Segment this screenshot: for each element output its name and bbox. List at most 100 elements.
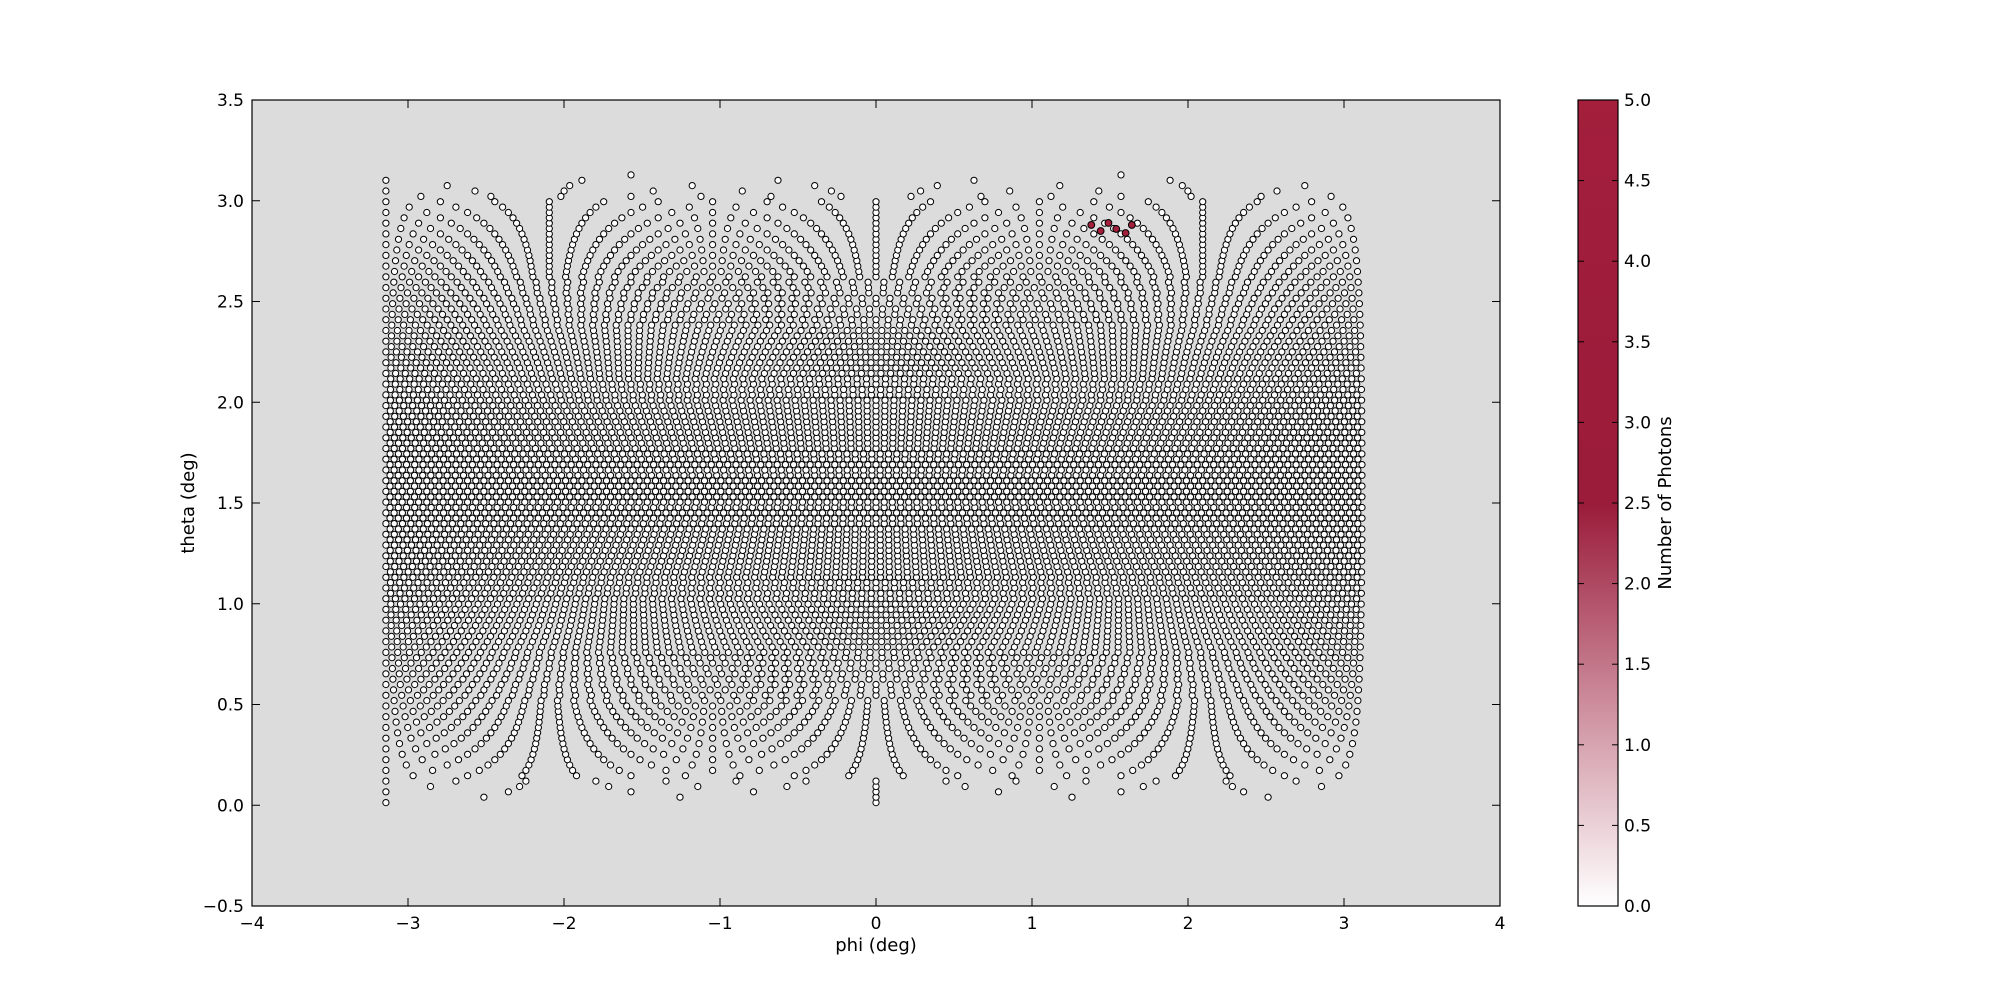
detector-point bbox=[927, 632, 935, 640]
detector-point bbox=[760, 525, 768, 533]
detector-point bbox=[668, 477, 676, 485]
detector-point bbox=[1281, 670, 1290, 678]
detector-point bbox=[1338, 498, 1346, 506]
detector-point bbox=[1008, 466, 1016, 474]
detector-point bbox=[909, 525, 918, 533]
detector-point bbox=[462, 670, 471, 678]
detector-point bbox=[963, 664, 972, 673]
detector-point bbox=[1285, 675, 1293, 683]
detector-point bbox=[915, 680, 923, 689]
detector-point bbox=[1206, 509, 1214, 517]
detector-point bbox=[888, 627, 896, 635]
detector-point bbox=[400, 654, 408, 662]
detector-point bbox=[632, 713, 640, 721]
detector-point bbox=[504, 487, 512, 495]
detector-point bbox=[872, 487, 880, 495]
detector-point bbox=[469, 525, 477, 533]
detector-point bbox=[1017, 525, 1026, 533]
detector-point bbox=[909, 509, 917, 517]
detector-point bbox=[668, 525, 677, 533]
detector-point bbox=[1148, 466, 1156, 474]
detector-point bbox=[1230, 509, 1238, 517]
detector-point bbox=[1113, 482, 1121, 490]
detector-point bbox=[761, 691, 769, 699]
detector-point bbox=[1148, 718, 1156, 726]
detector-point bbox=[663, 664, 671, 673]
detector-point bbox=[444, 461, 452, 469]
detector-point bbox=[1358, 536, 1366, 544]
detector-point bbox=[745, 643, 753, 651]
detector-point bbox=[1043, 498, 1052, 506]
detector-point bbox=[759, 659, 767, 667]
detector-point bbox=[974, 761, 982, 769]
detector-point bbox=[944, 680, 952, 689]
detector-point bbox=[1025, 654, 1033, 662]
detector-point bbox=[1272, 487, 1280, 495]
detector-point bbox=[1015, 493, 1023, 501]
detector-point bbox=[412, 546, 420, 555]
detector-point bbox=[907, 643, 915, 651]
detector-point bbox=[549, 493, 558, 501]
detector-point bbox=[1305, 697, 1313, 705]
detector-point bbox=[1225, 525, 1233, 533]
detector-point bbox=[1290, 632, 1299, 640]
detector-point bbox=[580, 466, 588, 474]
detector-point bbox=[757, 643, 765, 651]
detector-point bbox=[665, 723, 673, 732]
detector-point bbox=[811, 493, 819, 501]
detector-point bbox=[660, 750, 668, 758]
detector-point bbox=[398, 520, 407, 528]
detector-point bbox=[1056, 493, 1064, 501]
detector-point bbox=[864, 697, 872, 705]
detector-point bbox=[823, 514, 831, 522]
detector-point bbox=[717, 498, 725, 506]
detector-point bbox=[851, 466, 860, 474]
detector-point bbox=[1264, 498, 1272, 506]
detector-point bbox=[807, 648, 815, 657]
detector-point bbox=[888, 487, 896, 495]
detector-point bbox=[1314, 557, 1322, 565]
detector-point bbox=[836, 616, 844, 624]
detector-point bbox=[660, 477, 668, 485]
detector-point bbox=[1111, 734, 1119, 742]
detector-point bbox=[1316, 664, 1324, 673]
detector-point bbox=[431, 632, 440, 640]
detector-point bbox=[418, 756, 426, 764]
detector-point bbox=[983, 691, 991, 699]
detector-point bbox=[398, 750, 406, 758]
detector-point bbox=[472, 466, 481, 474]
detector-point bbox=[802, 777, 810, 785]
detector-point bbox=[1267, 740, 1275, 748]
detector-point bbox=[545, 477, 553, 485]
detector-point bbox=[1341, 675, 1349, 683]
detector-point bbox=[1349, 670, 1357, 678]
detector-point bbox=[480, 643, 488, 651]
detector-point bbox=[1324, 713, 1332, 721]
detector-point bbox=[668, 498, 676, 506]
detector-point bbox=[691, 514, 699, 522]
detector-point bbox=[1325, 584, 1333, 592]
detector-point bbox=[1001, 702, 1009, 710]
detector-point bbox=[966, 482, 974, 490]
detector-point bbox=[387, 600, 395, 608]
detector-point bbox=[1267, 595, 1275, 603]
detector-point bbox=[1131, 466, 1140, 474]
detector-point bbox=[1231, 498, 1240, 506]
detector-point bbox=[785, 509, 794, 517]
detector-point bbox=[1288, 466, 1296, 474]
detector-point bbox=[1107, 718, 1115, 726]
detector-point bbox=[705, 482, 713, 490]
detector-point bbox=[777, 691, 785, 699]
detector-point bbox=[1246, 632, 1255, 640]
detector-point bbox=[1197, 466, 1206, 474]
detector-point bbox=[709, 745, 717, 753]
detector-point bbox=[781, 675, 789, 683]
detector-point bbox=[876, 509, 884, 517]
detector-point bbox=[1158, 487, 1166, 495]
detector-point bbox=[1318, 600, 1327, 608]
detector-point bbox=[917, 482, 925, 490]
detector-point bbox=[1219, 482, 1227, 490]
detector-point bbox=[1082, 766, 1090, 775]
detector-point bbox=[623, 482, 631, 490]
detector-point bbox=[398, 632, 406, 640]
